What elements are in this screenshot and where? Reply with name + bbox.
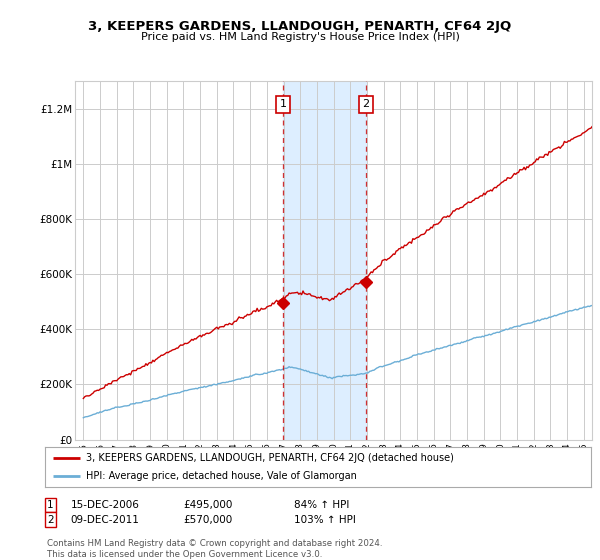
- Text: 103% ↑ HPI: 103% ↑ HPI: [294, 515, 356, 525]
- Bar: [283, 81, 366, 440]
- Text: 2: 2: [362, 100, 370, 110]
- Text: 1: 1: [47, 500, 53, 510]
- Text: HPI: Average price, detached house, Vale of Glamorgan: HPI: Average price, detached house, Vale…: [86, 472, 357, 481]
- Text: 1: 1: [280, 100, 286, 110]
- Text: 3, KEEPERS GARDENS, LLANDOUGH, PENARTH, CF64 2JQ (detached house): 3, KEEPERS GARDENS, LLANDOUGH, PENARTH, …: [86, 453, 454, 463]
- Text: 84% ↑ HPI: 84% ↑ HPI: [294, 500, 349, 510]
- Text: £570,000: £570,000: [183, 515, 232, 525]
- Text: 2: 2: [47, 515, 53, 525]
- Text: Contains HM Land Registry data © Crown copyright and database right 2024.
This d: Contains HM Land Registry data © Crown c…: [47, 539, 382, 559]
- Text: Price paid vs. HM Land Registry's House Price Index (HPI): Price paid vs. HM Land Registry's House …: [140, 32, 460, 43]
- Text: 3, KEEPERS GARDENS, LLANDOUGH, PENARTH, CF64 2JQ: 3, KEEPERS GARDENS, LLANDOUGH, PENARTH, …: [88, 20, 512, 32]
- Text: 15-DEC-2006: 15-DEC-2006: [71, 500, 140, 510]
- Text: £495,000: £495,000: [183, 500, 232, 510]
- Text: 09-DEC-2011: 09-DEC-2011: [71, 515, 140, 525]
